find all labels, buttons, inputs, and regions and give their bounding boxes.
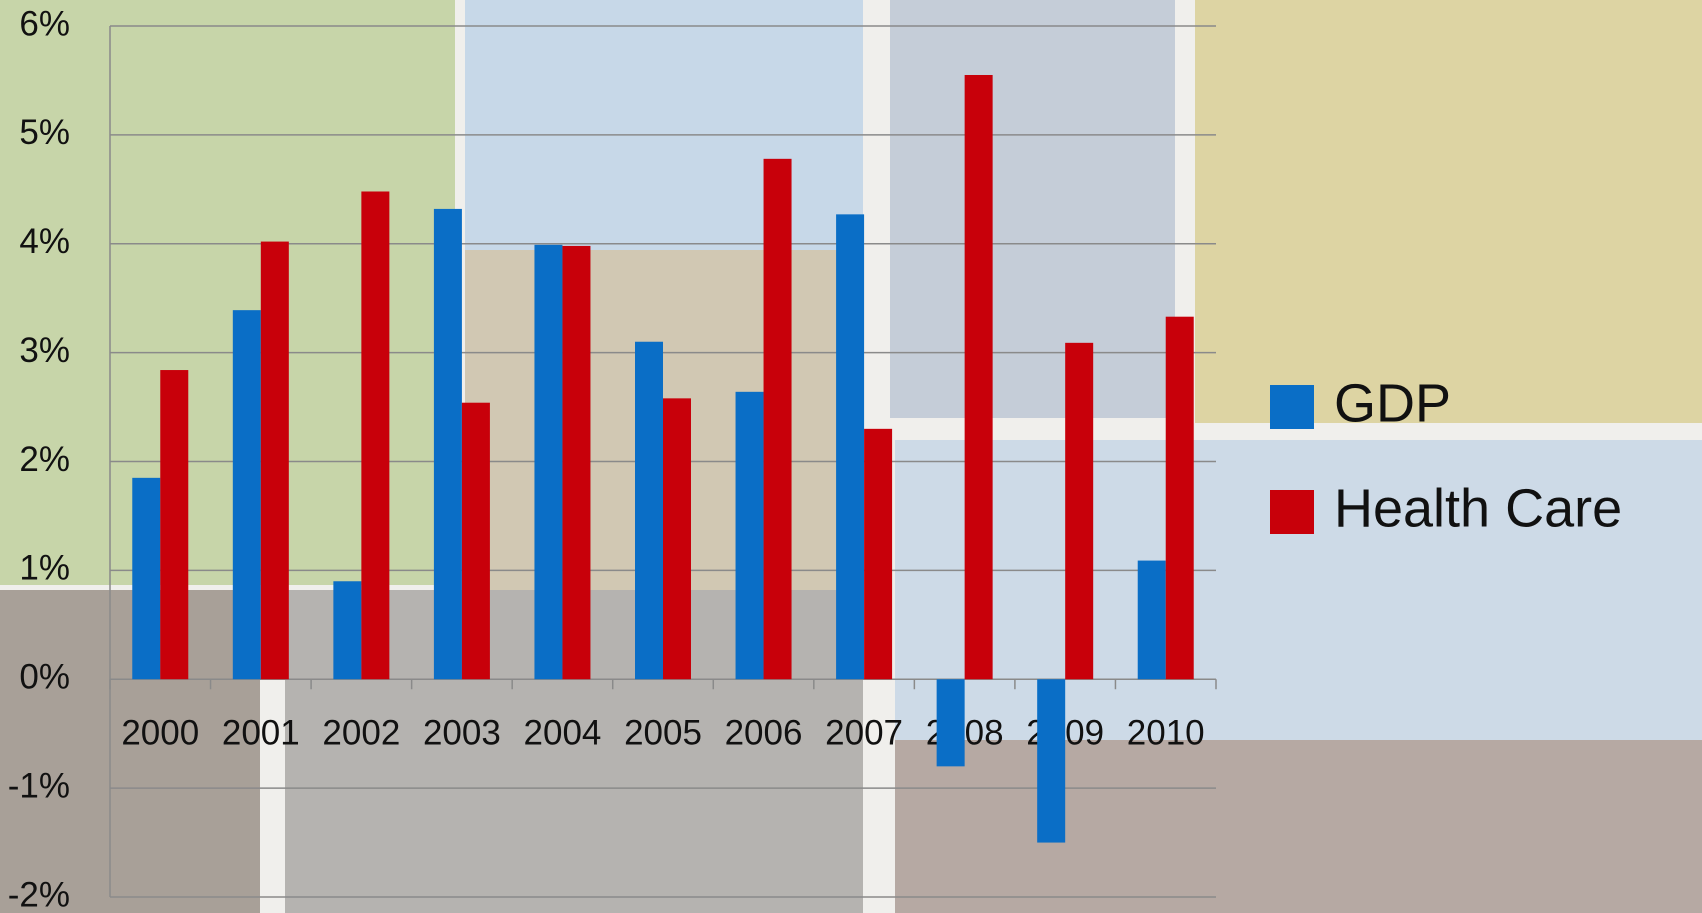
bar [433, 208, 462, 680]
y-tick-label: -1% [8, 766, 70, 805]
bar [663, 398, 691, 680]
legend-label: Health Care [1334, 478, 1622, 538]
x-tick-label: 2000 [121, 713, 199, 752]
y-tick-label: 2% [19, 440, 70, 479]
bar [964, 74, 993, 680]
bar [1137, 560, 1166, 680]
x-tick-label: 2006 [725, 713, 803, 752]
x-tick-label: 2001 [222, 713, 300, 752]
y-tick-label: 3% [19, 331, 70, 370]
bar [1165, 316, 1194, 680]
y-tick-label: 0% [19, 658, 70, 697]
bar [1065, 342, 1094, 680]
bar [132, 477, 161, 680]
x-tick-label: 2010 [1127, 713, 1205, 752]
y-tick-label: -2% [8, 875, 70, 913]
x-tick-label: 2003 [423, 713, 501, 752]
y-tick-label: 6% [19, 4, 70, 43]
y-tick-label: 1% [19, 549, 70, 588]
x-tick-label: 2004 [524, 713, 602, 752]
bar [735, 391, 764, 680]
bar [160, 370, 189, 680]
bar [562, 245, 591, 680]
legend-label: GDP [1334, 373, 1451, 433]
bar [1037, 679, 1066, 843]
x-tick-label: 2002 [322, 713, 400, 752]
bar [361, 191, 390, 680]
bar [635, 341, 663, 680]
bar [260, 241, 289, 680]
legend-swatch [1270, 385, 1314, 429]
y-tick-label: 4% [19, 222, 70, 261]
legend-swatch [1270, 490, 1314, 534]
y-tick-label: 5% [19, 113, 70, 152]
bar [333, 581, 362, 680]
bar [461, 402, 490, 680]
bar [864, 428, 893, 680]
bar [232, 310, 261, 680]
bar [936, 679, 965, 767]
bar [763, 158, 792, 680]
bar [836, 214, 865, 680]
x-tick-label: 2005 [624, 713, 702, 752]
bar [534, 244, 563, 680]
x-tick-label: 2007 [825, 713, 903, 752]
